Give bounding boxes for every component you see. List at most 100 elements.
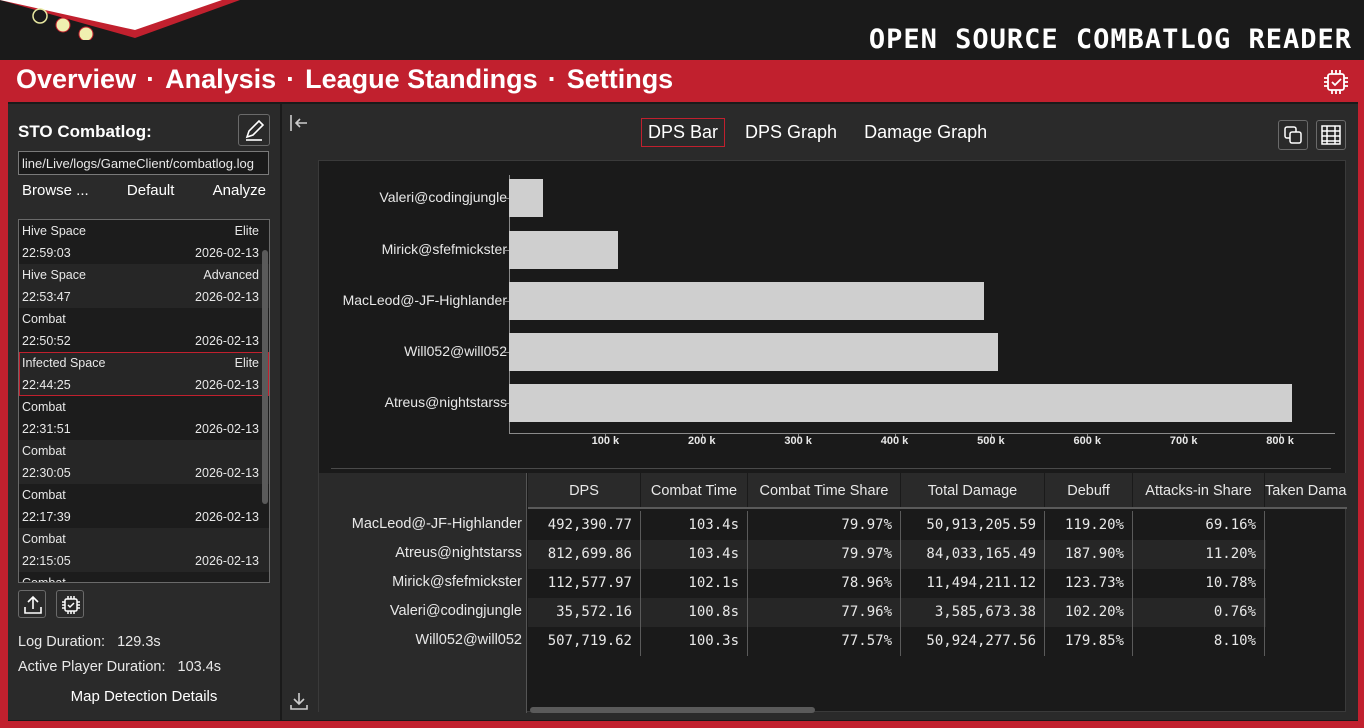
combat-time: 22:53:47 <box>22 290 71 304</box>
bar-label: Atreus@nightstarss <box>384 394 507 410</box>
row-header: Will052@will052 <box>415 632 522 648</box>
combatlog-path-field[interactable] <box>18 151 269 175</box>
table-row[interactable]: 492,390.77 103.4s 79.97% 50,913,205.59 119.2… <box>528 511 1266 540</box>
combatlog-heading: STO Combatlog: <box>18 122 152 141</box>
combat-time: 22:30:05 <box>22 466 71 480</box>
pencil-icon <box>245 119 265 141</box>
view-tabs: DPS Bar DPS Graph Damage Graph <box>641 118 1007 147</box>
x-tick-label: 100 k <box>591 435 620 447</box>
combat-date: 2026-02-13 <box>195 334 259 348</box>
x-tick-label: 400 k <box>880 435 909 447</box>
column-header[interactable]: DPS <box>528 473 641 507</box>
column-header[interactable]: Taken Damage Share <box>1265 473 1347 507</box>
y-tick <box>504 301 509 302</box>
log-duration: Log Duration: 129.3s <box>18 634 161 650</box>
table-cell: 492,390.77 <box>528 511 641 540</box>
player-name-column: MacLeod@-JF-Highlander Atreus@nightstarss… <box>319 473 527 713</box>
table-row[interactable]: 35,572.16 100.8s 77.96% 3,585,673.38 102.20%… <box>528 598 1266 627</box>
list-scrollbar[interactable] <box>262 250 268 504</box>
combat-name: Combat <box>22 576 66 583</box>
table-cell: 11,494,211.12 <box>901 569 1045 598</box>
table-row[interactable]: 812,699.86 103.4s 79.97% 84,033,165.49 187.9… <box>528 540 1266 569</box>
tab-dps-bar[interactable]: DPS Bar <box>641 118 726 147</box>
combat-date: 2026-02-13 <box>195 466 259 480</box>
upload-button[interactable] <box>18 590 46 618</box>
x-tick <box>1183 433 1185 438</box>
active-duration-value: 103.4s <box>177 659 222 675</box>
table-view-button[interactable] <box>1316 120 1346 150</box>
analyze-button[interactable]: Analyze <box>212 182 266 199</box>
y-tick <box>504 198 509 199</box>
detect-map-button[interactable] <box>56 590 84 618</box>
table-cell: 812,699.86 <box>528 540 641 569</box>
collapse-sidebar-icon[interactable] <box>288 112 310 134</box>
combat-time: 22:31:51 <box>22 422 71 436</box>
chart-table-divider <box>331 468 1331 469</box>
cpu-chip-icon[interactable] <box>1320 66 1352 98</box>
table-cell: 100.8s <box>641 598 748 627</box>
chip-check-icon <box>62 596 80 614</box>
table-cell: 79.97% <box>748 540 901 569</box>
x-axis <box>509 433 1335 434</box>
table-cell: 100.3s <box>641 627 748 656</box>
horizontal-scrollbar[interactable] <box>530 707 815 713</box>
combat-list-item[interactable]: Combat 22:31:51 2026-02-13 <box>19 396 269 440</box>
table-cell: 69.16% <box>1133 511 1265 540</box>
browse-button[interactable]: Browse ... <box>22 182 89 199</box>
combat-date: 2026-02-13 <box>195 290 259 304</box>
nav-separator: · <box>146 64 156 94</box>
stats-table: MacLeod@-JF-Highlander Atreus@nightstarss… <box>319 473 1347 713</box>
table-cell: 507,719.62 <box>528 627 641 656</box>
combat-name: Combat <box>22 312 66 326</box>
row-header: MacLeod@-JF-Highlander <box>351 516 522 532</box>
table-row[interactable]: 112,577.97 102.1s 78.96% 11,494,211.12 123.7… <box>528 569 1266 598</box>
nav-overview[interactable]: Overview <box>16 64 137 94</box>
combat-date: 2026-02-13 <box>195 378 259 392</box>
table-cell: 103.4s <box>641 511 748 540</box>
x-tick-label: 600 k <box>1073 435 1102 447</box>
default-button[interactable]: Default <box>126 182 175 199</box>
row-header: Mirick@sfefmickster <box>392 574 522 590</box>
combat-list[interactable]: Hive Space Elite 22:59:03 2026-02-13 Hive Sp… <box>18 219 270 583</box>
y-tick <box>504 403 509 404</box>
column-header[interactable]: Attacks-in Share <box>1133 473 1265 507</box>
bar-label: Mirick@sfefmickster <box>381 241 507 257</box>
map-detection-details-button[interactable]: Map Detection Details <box>70 688 218 705</box>
sidebar: STO Combatlog: Browse ... Default Analyz… <box>8 104 280 720</box>
combat-list-item[interactable]: Infected Space Elite 22:44:25 2026-02-13 <box>19 352 269 396</box>
download-icon[interactable] <box>288 690 310 712</box>
table-row[interactable]: 507,719.62 100.3s 77.57% 50,924,277.56 179.8… <box>528 627 1266 656</box>
combat-list-item[interactable]: Combat 22:15:05 2026-02-13 <box>19 528 269 572</box>
log-duration-value: 129.3s <box>117 634 161 650</box>
nav-analysis[interactable]: Analysis <box>165 64 277 94</box>
combat-list-item[interactable]: Combat <box>19 572 269 583</box>
column-header[interactable]: Total Damage <box>901 473 1045 507</box>
content-area: Valeri@codingjungle Mirick@sfefmickster Ma… <box>318 160 1347 713</box>
combat-list-item[interactable]: Combat 22:17:39 2026-02-13 <box>19 484 269 528</box>
column-header[interactable]: Debuff <box>1045 473 1133 507</box>
nav-settings[interactable]: Settings <box>566 64 674 94</box>
table-cell: 11.20% <box>1133 540 1265 569</box>
dps-bar-chart: Valeri@codingjungle Mirick@sfefmickster Ma… <box>319 161 1347 461</box>
table-cell: 79.97% <box>748 511 901 540</box>
combat-list-item[interactable]: Combat 22:50:52 2026-02-13 <box>19 308 269 352</box>
column-header[interactable]: Combat Time Share <box>748 473 901 507</box>
table-cell: 35,572.16 <box>528 598 641 627</box>
dps-bar <box>509 179 543 217</box>
x-tick <box>1087 433 1089 438</box>
combat-list-item[interactable]: Hive Space Advanced 22:53:47 2026-02-13 <box>19 264 269 308</box>
table-cell: 78.96% <box>748 569 901 598</box>
combat-time: 22:59:03 <box>22 246 71 260</box>
tab-dps-graph[interactable]: DPS Graph <box>745 122 838 142</box>
combat-list-item[interactable]: Combat 22:30:05 2026-02-13 <box>19 440 269 484</box>
combat-time: 22:50:52 <box>22 334 71 348</box>
combat-list-item[interactable]: Hive Space Elite 22:59:03 2026-02-13 <box>19 220 269 264</box>
stats-grid[interactable]: 492,390.77 103.4s 79.97% 50,913,205.59 119.2… <box>528 473 1347 713</box>
y-tick <box>504 352 509 353</box>
edit-path-button[interactable] <box>238 114 270 146</box>
column-header[interactable]: Combat Time <box>641 473 748 507</box>
tab-damage-graph[interactable]: Damage Graph <box>864 122 988 142</box>
copy-button[interactable] <box>1278 120 1308 150</box>
combat-name: Combat <box>22 488 66 502</box>
nav-league-standings[interactable]: League Standings <box>305 64 538 94</box>
